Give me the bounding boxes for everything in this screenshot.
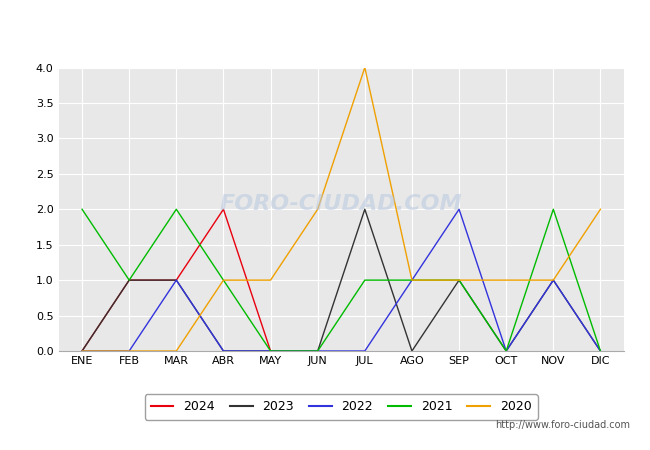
Legend: 2024, 2023, 2022, 2021, 2020: 2024, 2023, 2022, 2021, 2020 bbox=[144, 394, 538, 419]
Text: FORO-CIUDAD.COM: FORO-CIUDAD.COM bbox=[220, 194, 463, 214]
Text: Matriculaciones de Vehiculos en Osa de la Vega: Matriculaciones de Vehiculos en Osa de l… bbox=[127, 12, 523, 30]
Text: http://www.foro-ciudad.com: http://www.foro-ciudad.com bbox=[495, 420, 630, 430]
